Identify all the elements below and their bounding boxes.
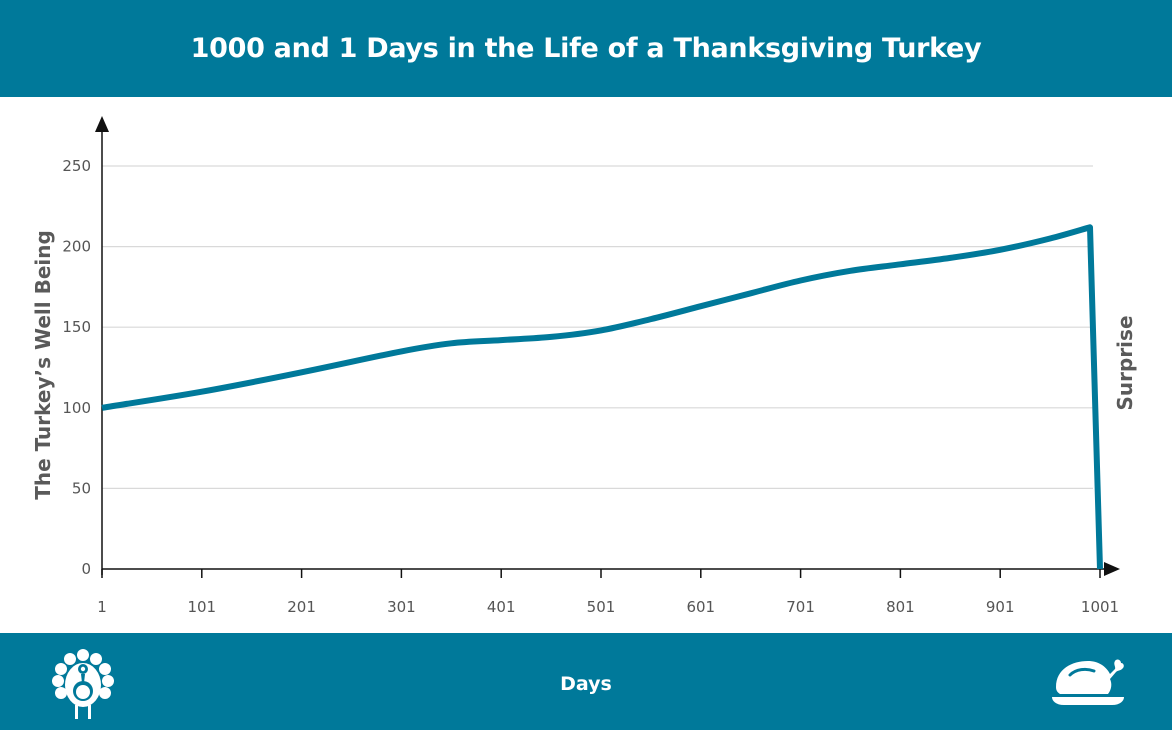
x-tick-label: 1 (97, 598, 107, 616)
y-tick-label: 150 (62, 318, 91, 336)
axes (95, 116, 1120, 576)
x-tick-label: 201 (287, 598, 316, 616)
y-axis-title: The Turkey’s Well Being (31, 230, 55, 500)
x-ticks: 1 101 201 301 401 501 601 701 801 901 1001 (97, 569, 1119, 616)
y-tick-label: 200 (62, 238, 91, 256)
roast-turkey-icon (1052, 659, 1124, 705)
x-axis-banner: Days (0, 633, 1172, 730)
x-axis-arrow (1104, 562, 1120, 576)
chart-title: 1000 and 1 Days in the Life of a Thanksg… (190, 33, 982, 64)
grid-lines (102, 165, 1093, 489)
x-tick-label: 301 (387, 598, 416, 616)
line-chart: 0 50 100 150 200 250 1 101 201 301 401 501 601 701 80… (31, 116, 1137, 616)
x-tick-label: 401 (487, 598, 516, 616)
x-tick-label: 901 (986, 598, 1015, 616)
y-tick-labels: 0 50 100 150 200 250 (62, 157, 91, 578)
y-tick-label: 50 (72, 479, 91, 497)
x-axis-title: Days (560, 673, 612, 695)
x-tick-label: 601 (686, 598, 715, 616)
y-tick-label: 100 (62, 399, 91, 417)
x-tick-label: 701 (786, 598, 815, 616)
y-tick-label: 250 (62, 157, 91, 175)
turkey-icon (52, 649, 114, 719)
series-line (101, 224, 1103, 570)
x-tick-label: 1001 (1081, 598, 1119, 616)
y-tick-label: 0 (81, 560, 91, 578)
surprise-annotation: Surprise (1113, 315, 1137, 410)
x-tick-label: 801 (886, 598, 915, 616)
y-axis-arrow (95, 116, 109, 132)
title-banner: 1000 and 1 Days in the Life of a Thanksg… (0, 0, 1172, 97)
x-tick-label: 101 (187, 598, 216, 616)
x-tick-label: 501 (587, 598, 616, 616)
